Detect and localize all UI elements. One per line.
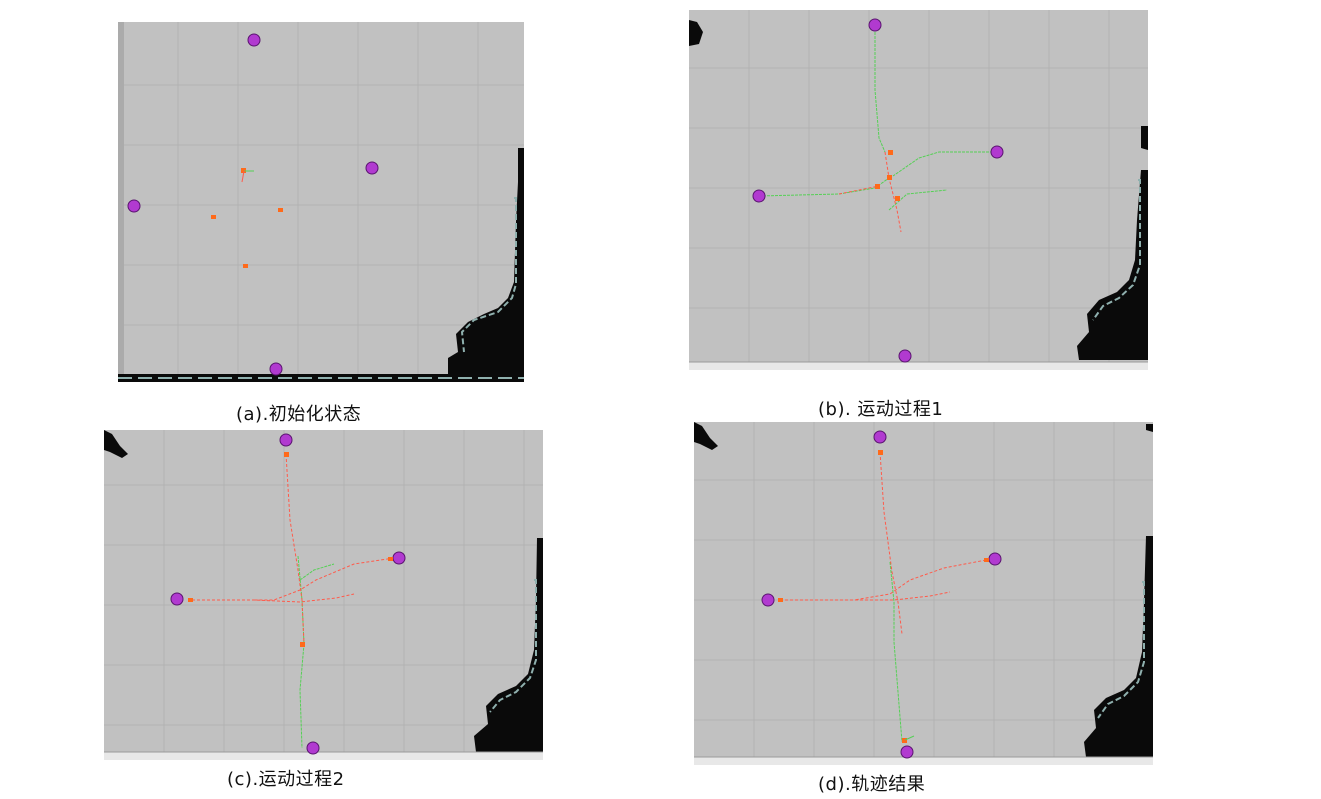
panel-d-scene (694, 422, 1153, 765)
grid-lines (104, 430, 543, 760)
orange-robot-marker-icon (984, 558, 989, 562)
orange-robot-marker-icon (887, 175, 892, 180)
orange-robot-marker-icon (243, 264, 248, 268)
magenta-sphere-goal-icon (873, 430, 887, 444)
traveled-paths (889, 561, 903, 743)
magenta-sphere-goal-icon (898, 349, 912, 363)
orange-robot-marker-icon (211, 215, 216, 219)
orange-robot-marker-icon (902, 735, 915, 743)
caption-c: (c).运动过程2 (227, 769, 345, 790)
magenta-sphere-goal-icon (365, 161, 379, 175)
magenta-sphere-goal-icon (269, 362, 283, 376)
robot-markers (211, 168, 283, 268)
panel-d-map (694, 422, 1153, 765)
orange-robot-marker-icon (278, 208, 283, 212)
orange-robot-marker-icon (241, 168, 254, 183)
magenta-sphere-goal-icon (990, 145, 1004, 159)
grid-lines (118, 22, 524, 382)
magenta-sphere-goal-icon (752, 189, 766, 203)
robot-markers (188, 452, 393, 647)
grid-lines (689, 10, 1148, 370)
obstacle-region (118, 148, 524, 382)
magenta-sphere-goal-icon (761, 593, 775, 607)
traveled-paths (758, 28, 997, 211)
planned-paths (838, 151, 902, 233)
magenta-sphere-goal-icon (127, 199, 141, 213)
orange-robot-marker-icon (878, 450, 883, 455)
caption-a: (a).初始化状态 (236, 404, 362, 425)
magenta-sphere-goal-icon (868, 18, 882, 32)
magenta-sphere-goal-icon (988, 552, 1002, 566)
orange-robot-marker-icon (300, 642, 305, 647)
planned-paths (192, 453, 395, 645)
planned-paths (780, 451, 987, 635)
orange-robot-marker-icon (284, 452, 289, 457)
orange-robot-marker-icon (875, 184, 880, 189)
grid-lines (694, 422, 1153, 765)
orange-robot-marker-icon (188, 598, 193, 602)
obstacle-region (694, 422, 1153, 765)
magenta-sphere-goal-icon (306, 741, 320, 755)
panel-c-map (104, 430, 543, 760)
traveled-paths (297, 555, 335, 749)
robot-markers (875, 150, 900, 201)
goal-markers (752, 18, 1004, 363)
magenta-sphere-goal-icon (392, 551, 406, 565)
goal-markers (170, 433, 406, 755)
orange-robot-marker-icon (778, 598, 783, 602)
magenta-sphere-goal-icon (170, 592, 184, 606)
magenta-sphere-goal-icon (900, 745, 914, 759)
panel-a-scene (118, 22, 524, 382)
obstacle-region (689, 20, 1148, 370)
orange-robot-marker-icon (895, 196, 900, 201)
panel-a-map (118, 22, 524, 382)
orange-robot-marker-icon (888, 150, 893, 155)
map-left-shade (118, 22, 124, 382)
panel-c-scene (104, 430, 543, 760)
robot-markers (778, 450, 989, 743)
goal-markers (761, 430, 1002, 759)
goal-markers (127, 33, 379, 376)
orange-robot-marker-icon (388, 557, 393, 561)
caption-d: (d).轨迹结果 (818, 774, 926, 795)
magenta-sphere-goal-icon (279, 433, 293, 447)
obstacle-region (104, 430, 543, 760)
caption-b: (b). 运动过程1 (818, 399, 944, 420)
panel-b-scene (689, 10, 1148, 370)
magenta-sphere-goal-icon (247, 33, 261, 47)
panel-b-map (689, 10, 1148, 370)
